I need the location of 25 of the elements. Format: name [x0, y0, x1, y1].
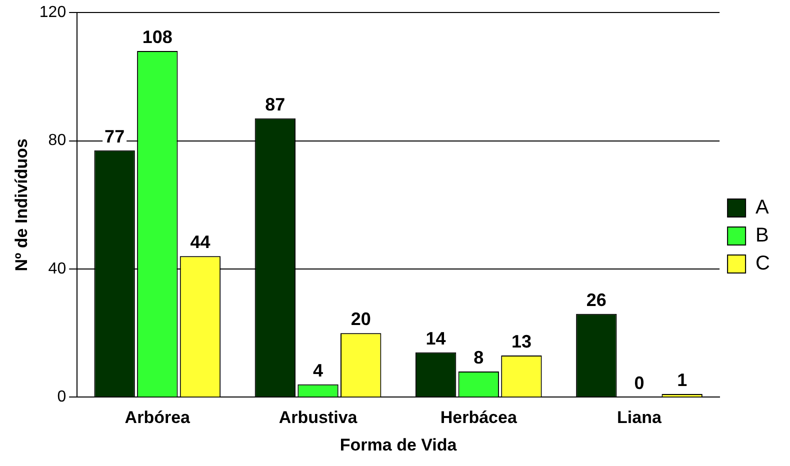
x-tick-label: Herbácea — [440, 408, 518, 428]
legend-label: B — [756, 224, 769, 247]
y-tick-label: 40 — [48, 260, 66, 278]
data-label: 108 — [142, 27, 172, 48]
data-label: 87 — [265, 94, 286, 114]
legend-label: A — [756, 196, 770, 219]
data-label: 14 — [426, 328, 446, 348]
data-label: 44 — [190, 232, 210, 252]
x-tick-label: Arbustiva — [278, 408, 358, 428]
x-axis-title: Forma de Vida — [340, 435, 458, 454]
data-label: 20 — [350, 309, 371, 330]
data-label: 0 — [634, 373, 644, 394]
legend-label: C — [756, 252, 770, 275]
x-tick-label: Liana — [617, 408, 662, 428]
data-label: 8 — [474, 348, 484, 368]
y-axis-title: Nº de Indivíduos — [12, 138, 31, 272]
y-tick-label: 120 — [39, 4, 66, 22]
data-label: 13 — [511, 332, 532, 352]
data-label: 1 — [677, 370, 688, 390]
y-tick-label: 80 — [48, 132, 66, 150]
x-tick-label: Arbórea — [124, 408, 191, 428]
data-label: 77 — [104, 126, 125, 146]
data-label: 26 — [586, 290, 606, 310]
y-tick-label: 0 — [57, 388, 66, 406]
data-label: 4 — [313, 360, 324, 380]
